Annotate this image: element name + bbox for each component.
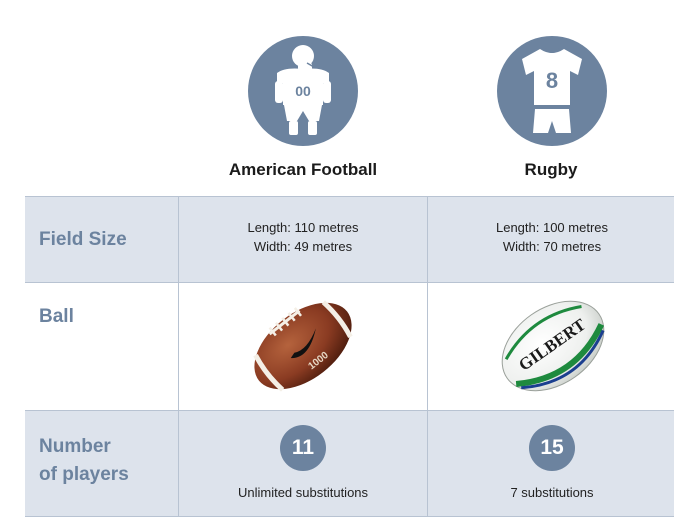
football-jersey-number: 00	[295, 83, 311, 99]
grid-line-top	[25, 196, 674, 197]
field-size-label: Field Size	[39, 229, 127, 250]
rugby-player-count-badge: 15	[529, 425, 575, 471]
grid-line-bottom	[25, 516, 674, 517]
football-player-count-badge: 11	[280, 425, 326, 471]
row-ball: Ball	[25, 283, 674, 410]
football-player-icon: 00	[248, 36, 358, 146]
football-field-width: Width: 49 metres	[253, 239, 353, 254]
grid-line-1	[25, 282, 674, 283]
sport-name-rugby: Rugby	[524, 160, 578, 179]
rugby-substitutions: 7 substitutions	[510, 485, 594, 500]
football-substitutions: Unlimited substitutions	[237, 485, 369, 500]
rugby-field-width: Width: 70 metres	[502, 239, 602, 254]
row-field-size: Field Size	[25, 196, 674, 282]
rugby-jersey-number: 8	[546, 68, 558, 93]
sport-name-american-football: American Football	[228, 160, 378, 179]
players-label-line1: Number	[39, 436, 111, 457]
rugby-field-size: Length: 100 metres Width: 70 metres	[428, 218, 674, 256]
grid-col-divider-1	[178, 196, 179, 517]
american-football-ball-image: 1000	[253, 300, 353, 392]
rugby-jersey-icon: 8	[497, 36, 607, 146]
ball-label: Ball	[39, 306, 74, 327]
players-label-line2: of players	[39, 463, 129, 485]
rugby-ball-image: GILBERT	[501, 300, 605, 392]
football-field-length: Length: 110 metres	[247, 220, 359, 235]
grid-line-2	[25, 410, 674, 411]
grid-col-divider-2	[427, 196, 428, 517]
football-field-size: Length: 110 metres Width: 49 metres	[179, 218, 427, 256]
players-label: Number of players	[39, 433, 129, 488]
rugby-field-length: Length: 100 metres	[495, 220, 609, 235]
